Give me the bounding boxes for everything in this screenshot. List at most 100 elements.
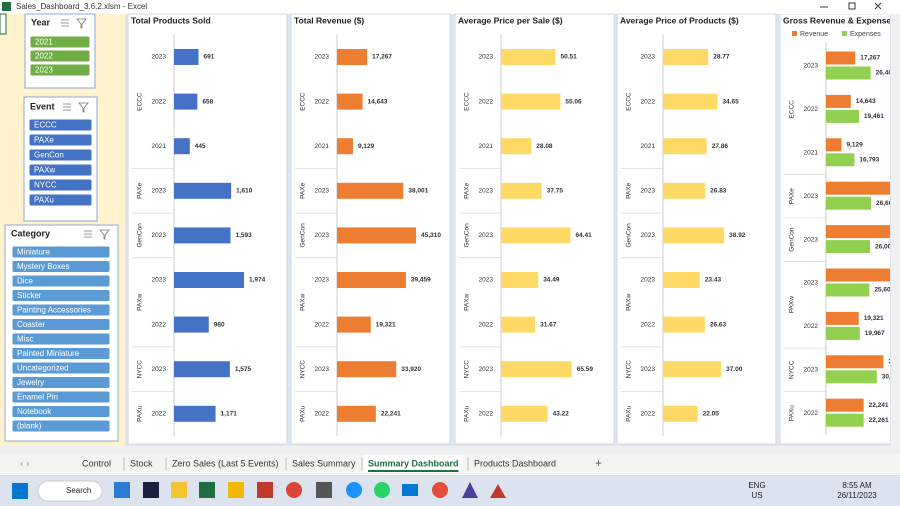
slicer-item[interactable] [29, 35, 91, 49]
sheet-tab[interactable]: Products Dashboard [474, 458, 556, 468]
app-icon[interactable] [228, 482, 244, 498]
app-icon[interactable] [432, 482, 448, 498]
data-label: 17,267 [860, 55, 880, 62]
bar [174, 272, 245, 288]
slicer-item[interactable] [11, 260, 111, 273]
bar [337, 49, 368, 65]
slicer-item[interactable] [11, 361, 111, 375]
app-icon[interactable] [257, 482, 273, 498]
data-label: 17,267 [372, 54, 392, 61]
category-label: 2023 [152, 277, 167, 284]
group-label: PAXw [300, 293, 307, 311]
slicer-item[interactable] [28, 193, 93, 207]
data-label: 28.77 [713, 54, 730, 61]
category-label: 2023 [479, 232, 494, 239]
slicer-item[interactable] [28, 163, 93, 177]
slicer-item[interactable] [11, 274, 111, 288]
bar [663, 272, 700, 288]
category-label: 2023 [479, 366, 494, 373]
group-label: ECCC [300, 92, 307, 111]
slicer-item[interactable] [28, 178, 93, 192]
category-label: 2022 [315, 321, 330, 328]
chart-title: Gross Revenue & Expenses ($) [783, 15, 900, 25]
sheet-tab[interactable]: Sales Summary [292, 458, 356, 468]
sheet-tab[interactable]: Control [82, 458, 111, 468]
category-label: 2023 [641, 277, 656, 284]
data-label: 1,974 [249, 277, 266, 284]
bar [174, 138, 190, 155]
add-sheet[interactable]: + [595, 456, 602, 470]
slicer-icons[interactable] [84, 229, 110, 240]
tab-nav[interactable]: ‹ › [20, 459, 29, 470]
app-icon[interactable] [143, 482, 159, 498]
data-label: 34.49 [543, 277, 560, 284]
clock-date: 26/11/2023 [837, 491, 877, 500]
slicer-item[interactable] [11, 419, 111, 433]
sheet-tab[interactable]: Zero Sales (Last 5 Events) [172, 458, 279, 468]
slicer-item[interactable] [28, 133, 93, 147]
slicer-item[interactable] [11, 303, 111, 317]
group-label: PAXe [137, 182, 144, 199]
slicer-item[interactable] [11, 318, 111, 331]
bar [663, 227, 725, 244]
bar [826, 283, 870, 297]
bar [826, 109, 859, 123]
slicer-item[interactable] [28, 148, 93, 162]
app-icon[interactable] [286, 482, 302, 498]
data-label: 22,241 [869, 402, 889, 409]
slicer-item[interactable] [11, 245, 111, 259]
chart: Gross Revenue & Expenses ($) Revenue Expen… [780, 14, 900, 445]
app-icon[interactable] [316, 482, 332, 498]
data-label: 658 [202, 98, 213, 105]
app-icon[interactable] [171, 482, 187, 498]
slicer-item[interactable] [11, 376, 111, 389]
chart: Total Revenue ($) ECCC PAXe GenCon PAXw NYCC P… [290, 13, 451, 445]
slicer-item[interactable] [29, 63, 91, 77]
slicer-icons[interactable] [63, 102, 89, 113]
app-icon[interactable] [346, 482, 362, 498]
slicer-item[interactable] [29, 49, 91, 63]
slicer-item[interactable] [11, 289, 111, 302]
slicer-item[interactable] [11, 390, 111, 404]
bar [826, 51, 856, 65]
bar [337, 227, 417, 244]
group-label: PAXe [300, 182, 307, 199]
slicer-item-label: 2022 [35, 52, 53, 61]
bar [663, 138, 707, 155]
group-label: ECCC [789, 100, 796, 119]
scrollbar[interactable] [891, 14, 900, 446]
bar [826, 196, 872, 210]
window-controls[interactable] [820, 2, 882, 10]
slicer-item[interactable] [11, 347, 111, 360]
category-label: 2023 [315, 54, 330, 61]
start-button[interactable] [12, 483, 28, 499]
bar [337, 138, 353, 155]
sheet-tab[interactable]: Stock [130, 458, 153, 468]
app-icon[interactable] [114, 482, 130, 498]
app-icon[interactable] [462, 482, 478, 498]
slicer-title: Year [31, 17, 51, 27]
slicer-icons[interactable] [61, 18, 87, 29]
slicer-item[interactable] [28, 118, 93, 132]
sheet-tab[interactable]: Summary Dashboard [368, 458, 459, 468]
bar [826, 94, 851, 108]
slicer-item-label: Coaster [17, 320, 45, 329]
slicer-item[interactable] [11, 332, 111, 346]
bar [337, 316, 371, 333]
bar [826, 66, 871, 80]
data-label: 25,600 [874, 287, 894, 294]
app-icon[interactable] [199, 482, 215, 498]
app-icon[interactable] [402, 484, 418, 496]
slicer-item[interactable] [11, 405, 111, 418]
bar [826, 268, 890, 282]
category-label: 2023 [152, 188, 167, 195]
app-icon[interactable] [374, 482, 390, 498]
excel-icon [2, 2, 11, 11]
slicer-item-label: Painting Accessories [17, 306, 91, 315]
app-icon[interactable] [490, 484, 506, 498]
bar [826, 370, 877, 384]
group-label: GenCon [137, 223, 144, 248]
slicer-item-label: 2023 [35, 66, 53, 75]
bar [663, 316, 705, 333]
search-box[interactable] [37, 480, 103, 502]
